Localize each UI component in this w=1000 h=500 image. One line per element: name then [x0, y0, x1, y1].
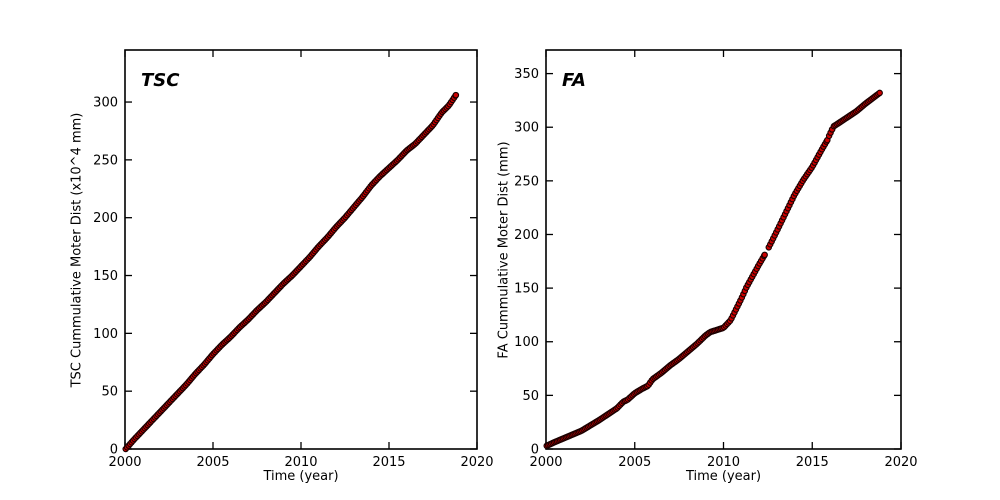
- y-tick-label: 0: [531, 443, 539, 458]
- y-tick-label: 0: [110, 443, 118, 458]
- x-tick-label: 2015: [796, 455, 829, 470]
- y-tick-label: 250: [514, 174, 539, 189]
- y-tick-label: 150: [93, 269, 118, 284]
- fa-yaxis-label: FA Cummulative Moter Dist (mm): [496, 141, 512, 359]
- y-tick-label: 200: [514, 228, 539, 243]
- y-tick-label: 50: [101, 385, 118, 400]
- x-tick-label: 2000: [529, 455, 562, 470]
- y-tick-label: 300: [93, 96, 118, 111]
- y-tick-label: 150: [514, 282, 539, 297]
- x-tick-label: 2005: [196, 455, 229, 470]
- y-tick-label: 200: [93, 211, 118, 226]
- x-tick-label: 2010: [707, 455, 740, 470]
- data-point: [452, 91, 460, 99]
- tsc-title: TSC: [141, 70, 180, 91]
- x-tick-label: 2015: [372, 455, 405, 470]
- data-point: [761, 251, 768, 259]
- y-tick-label: 100: [93, 327, 118, 342]
- y-tick-label: 300: [514, 121, 539, 136]
- tsc-yaxis-label: TSC Cummulative Moter Dist (x10^4 mm): [69, 112, 85, 388]
- y-tick-label: 350: [514, 67, 539, 82]
- fa-title: FA: [562, 70, 586, 91]
- x-tick-label: 2020: [460, 455, 493, 470]
- x-tick-label: 2010: [284, 455, 317, 470]
- tsc-xaxis-label: Time (year): [263, 469, 339, 484]
- y-tick-label: 50: [522, 389, 539, 404]
- x-tick-label: 2020: [884, 455, 917, 470]
- x-tick-label: 2005: [618, 455, 651, 470]
- axes-frame: [545, 49, 902, 450]
- x-tick-label: 2000: [108, 455, 141, 470]
- y-tick-label: 100: [514, 335, 539, 350]
- y-tick-label: 250: [93, 153, 118, 168]
- fa-xaxis-label: Time (year): [685, 469, 762, 484]
- data-point: [876, 89, 883, 97]
